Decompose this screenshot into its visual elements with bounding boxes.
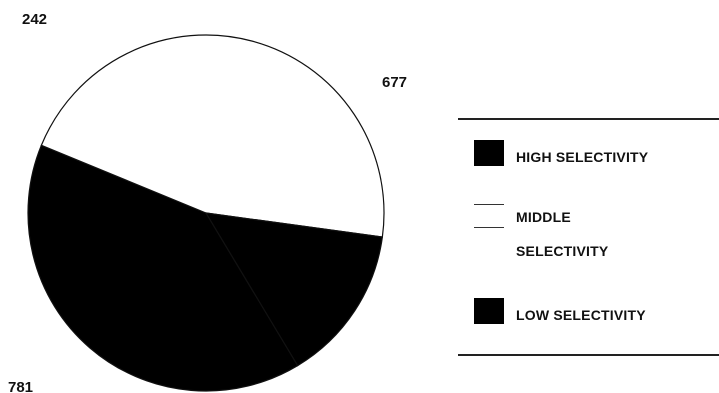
- legend-label-high: HIGH SELECTIVITY: [516, 149, 649, 165]
- legend-item-high-selectivity: HIGH SELECTIVITY: [474, 140, 648, 174]
- slice-value-label-high-selectivity: 677: [382, 74, 407, 91]
- legend-item-low-selectivity: LOW SELECTIVITY: [474, 298, 646, 332]
- slice-value-label-middle-selectivity: 781: [8, 379, 33, 393]
- legend-swatch-low: [474, 298, 504, 324]
- pie-slice-middle-selectivity: [40, 34, 385, 238]
- legend-item-middle-selectivity: MIDDLE SELECTIVITY: [474, 200, 656, 268]
- legend-swatch-high: [474, 140, 504, 166]
- pie-slice-high-selectivity: [27, 144, 299, 392]
- legend-label-low: LOW SELECTIVITY: [516, 307, 646, 323]
- slice-value-label-low-selectivity: 242: [22, 11, 47, 28]
- legend-swatch-middle: [474, 204, 504, 228]
- pie-slice-low-selectivity: [204, 212, 384, 367]
- legend: HIGH SELECTIVITY MIDDLE SELECTIVITY LOW …: [458, 118, 719, 356]
- legend-label-middle: MIDDLE SELECTIVITY: [516, 209, 609, 259]
